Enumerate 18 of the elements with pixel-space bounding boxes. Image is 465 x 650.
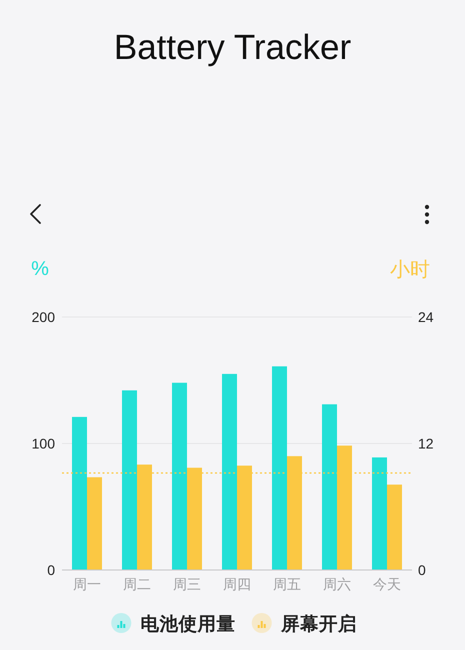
y-tick-label: 200: [32, 309, 56, 325]
y-tick-label: 0: [47, 562, 56, 578]
y2-tick-label: 0: [418, 562, 426, 578]
x-tick-label: 周三: [173, 576, 201, 592]
x-tick-label: 周二: [123, 576, 151, 592]
x-tick-label: 周六: [323, 576, 351, 592]
y2-tick-label: 24: [418, 309, 434, 325]
title: Battery Tracker: [114, 28, 352, 67]
y2label: 小时: [390, 259, 430, 281]
x-tick-label: 周五: [273, 576, 301, 592]
legend-label: 屏幕开启: [280, 613, 357, 634]
legend-label: 电池使用量: [140, 613, 236, 634]
x-tick-label: 周一: [73, 576, 101, 592]
ylabel: %: [31, 258, 49, 280]
x-tick-label: 周四: [223, 576, 251, 592]
y2-tick-label: 12: [418, 436, 434, 452]
y-tick-label: 100: [32, 436, 56, 452]
x-tick-label: 今天: [373, 576, 401, 592]
